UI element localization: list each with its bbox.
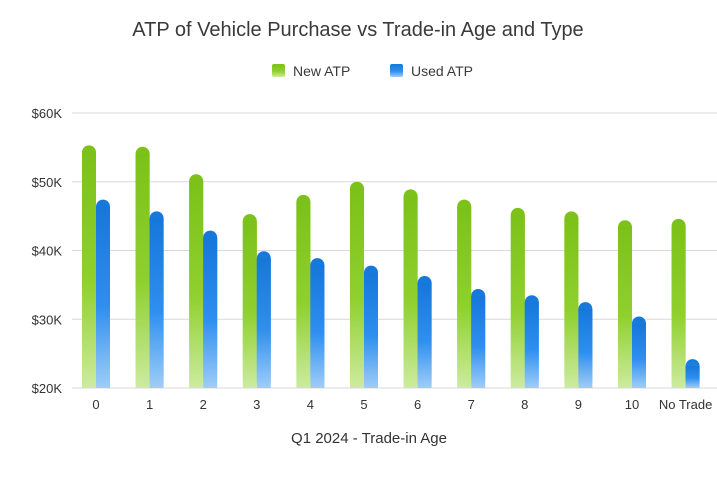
y-tick-label-4: $60K [32,106,63,121]
bar-used-atp-4 [310,258,325,388]
bar-used-atp-body-0 [96,206,110,388]
bar-new-atp-1 [135,146,150,388]
bar-new-atp-body-6 [403,196,418,388]
bar-new-atp-5 [350,181,364,388]
bar-new-atp-8 [510,207,525,388]
bar-used-atp-3 [256,251,271,388]
x-tick-label-11: No Trade [659,397,712,412]
x-axis-label: Q1 2024 - Trade-in Age [291,430,447,447]
bar-used-atp-11 [685,359,700,388]
gridlines [72,112,717,389]
bar-new-atp-4 [296,194,311,388]
bar-new-atp-3 [242,214,257,388]
bar-used-atp-body-1 [149,218,164,388]
chart-title: ATP of Vehicle Purchase vs Trade-in Age … [132,19,583,41]
x-tick-label-9: 9 [575,397,582,412]
x-tick-label-8: 8 [521,397,528,412]
bar-new-atp-body-8 [510,214,525,388]
bar-used-atp-10 [632,316,646,388]
bar-new-atp-body-11 [671,225,686,388]
bar-new-atp-0 [82,145,96,388]
bar-used-atp-body-9 [578,309,593,388]
x-tick-label-6: 6 [414,397,421,412]
bar-new-atp-10 [618,220,632,388]
bar-used-atp-8 [524,295,539,388]
y-tick-label-2: $40K [32,244,63,259]
legend-label-new-atp: New ATP [293,63,350,79]
x-axis: 0 1 2 3 4 5 6 7 8 9 10 No Trade [92,397,712,412]
x-tick-label-0: 0 [92,397,99,412]
bar-new-atp-body-9 [564,218,579,388]
x-tick-label-4: 4 [307,397,314,412]
bar-used-atp-body-8 [524,302,539,388]
x-tick-label-1: 1 [146,397,153,412]
x-tick-label-3: 3 [253,397,260,412]
x-tick-label-2: 2 [200,397,207,412]
bar-used-atp-body-6 [417,282,432,388]
x-tick-label-7: 7 [468,397,475,412]
y-tick-label-0: $20K [32,381,63,396]
bar-used-atp-5 [364,265,378,388]
bar-new-atp-body-1 [135,153,150,388]
bar-used-atp-2 [203,230,218,388]
bar-used-atp-body-5 [364,272,378,388]
bar-new-atp-body-10 [618,227,632,388]
bar-used-atp-body-2 [203,237,218,388]
bar-used-atp-body-3 [256,258,271,388]
bar-new-atp-body-7 [457,206,472,388]
bar-used-atp-body-11 [685,366,700,388]
legend-swatch-used-atp [390,64,403,77]
legend-swatch-new-atp [272,64,285,77]
bar-used-atp-9 [578,302,593,388]
bar-new-atp-body-3 [242,221,257,388]
x-tick-label-10: 10 [625,397,639,412]
bars [82,145,700,388]
y-tick-label-3: $50K [32,175,63,190]
y-tick-label-1: $30K [32,312,63,327]
x-tick-label-5: 5 [360,397,367,412]
bar-used-atp-0 [96,199,110,388]
bar-new-atp-2 [189,174,204,388]
bar-new-atp-6 [403,189,418,388]
bar-used-atp-body-10 [632,323,646,388]
bar-new-atp-11 [671,218,686,388]
bar-new-atp-body-2 [189,181,204,388]
bar-used-atp-body-4 [310,265,325,388]
bar-new-atp-7 [457,199,472,388]
legend-label-used-atp: Used ATP [411,63,473,79]
y-axis: $20K $30K $40K $50K $60K [32,106,63,396]
bar-used-atp-7 [471,289,486,388]
bar-used-atp-6 [417,275,432,388]
bar-new-atp-body-5 [350,188,364,388]
bar-new-atp-body-0 [82,152,96,388]
bar-used-atp-1 [149,211,164,388]
bar-new-atp-body-4 [296,201,311,388]
bar-new-atp-9 [564,211,579,388]
bar-used-atp-body-7 [471,296,486,388]
legend: New ATP Used ATP [272,63,473,79]
